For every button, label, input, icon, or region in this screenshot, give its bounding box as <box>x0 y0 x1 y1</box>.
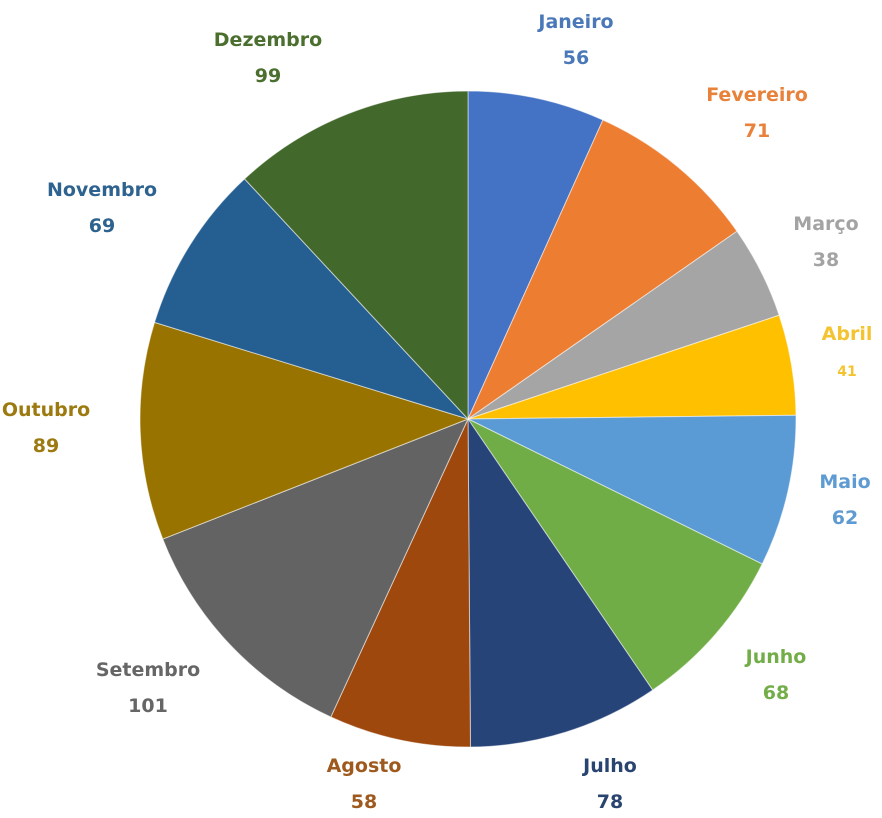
value-label: 58 <box>351 791 377 813</box>
pie-slices <box>139 90 797 748</box>
pie-slice-janeiro <box>467 90 604 420</box>
value-label: 78 <box>597 791 623 813</box>
value-label: 56 <box>563 47 589 69</box>
category-label: Janeiro <box>536 11 613 33</box>
category-label: Maio <box>819 471 870 493</box>
category-label: Abril <box>822 323 873 345</box>
pie-labels: Janeiro 56 Fevereiro 71 Março 38 Abril 41 Maio 62… <box>2 11 873 813</box>
category-label: Novembro <box>47 179 157 201</box>
value-label: 71 <box>744 120 770 142</box>
category-label: Agosto <box>327 755 402 777</box>
category-label: Dezembro <box>214 29 322 51</box>
category-label: Setembro <box>96 659 200 681</box>
category-label: Outubro <box>2 399 90 421</box>
value-label: 89 <box>33 435 59 457</box>
pie-slice-junho <box>466 417 763 691</box>
category-label: Março <box>793 213 858 235</box>
pie-slice-novembro <box>153 178 470 421</box>
pie-slice-julho <box>467 417 654 748</box>
pie-slice-outubro <box>139 321 470 540</box>
category-label: Junho <box>744 646 807 668</box>
pie-slice-fevereiro <box>466 119 738 421</box>
pie-slice-dezembro <box>243 90 469 421</box>
value-label: 62 <box>832 507 858 529</box>
value-label: 41 <box>837 364 856 380</box>
pie-slice-agosto <box>330 418 471 748</box>
value-label: 101 <box>128 695 168 717</box>
value-label: 99 <box>255 65 281 87</box>
category-label: Fevereiro <box>706 84 808 106</box>
pie-slice-setembro <box>162 418 469 718</box>
pie-slice-maio <box>467 414 797 565</box>
value-label: 38 <box>813 249 839 271</box>
value-label: 69 <box>89 215 115 237</box>
category-label: Julho <box>581 755 637 777</box>
value-label: 68 <box>763 682 789 704</box>
